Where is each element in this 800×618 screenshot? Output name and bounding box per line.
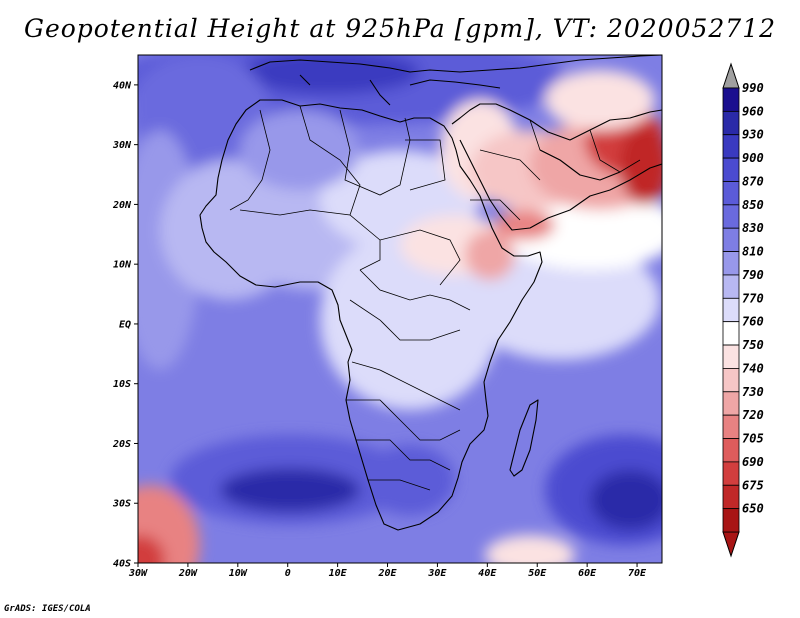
colorbar-level-label: 850: [742, 198, 764, 212]
lat-tick-label: 20N: [112, 200, 132, 211]
lon-tick-label: 40E: [478, 568, 497, 579]
colorbar-swatch: [722, 461, 740, 486]
colorbar-swatch: [722, 414, 740, 439]
colorbar-level-label: 900: [742, 151, 764, 165]
lon-tick-label: 20E: [377, 568, 397, 579]
longitude-axis: 30W 20W 10W 0 10E 20E 30E 40E 50E 60E 70E: [128, 563, 647, 579]
lat-tick-label: EQ: [119, 319, 131, 330]
colorbar-swatch: [722, 157, 740, 182]
lat-tick-label: 30N: [112, 140, 132, 151]
colorbar-level-label: 730: [742, 385, 764, 399]
colorbar-swatch: [722, 251, 740, 276]
colorbar-level-label: 650: [742, 502, 764, 516]
colorbar-swatch: [722, 181, 740, 206]
colorbar-swatch: [722, 508, 740, 533]
colorbar-level-label: 870: [742, 174, 764, 188]
colorbar-level-label: 790: [742, 268, 764, 282]
colorbar-level-label: 830: [742, 221, 764, 235]
grads-credit: GrADS: IGES/COLA: [4, 604, 91, 614]
colorbar-level-label: 810: [742, 245, 764, 259]
height-field: [138, 55, 662, 563]
lat-tick-label: 40N: [113, 80, 132, 91]
colorbar-level-label: 760: [742, 315, 764, 329]
colorbar-swatch: [722, 438, 740, 463]
lon-tick-label: 30E: [427, 568, 447, 579]
latitude-axis: 40N 30N 20N 10N EQ 10S 20S 30S 40S: [112, 80, 138, 570]
lon-tick-label: 50E: [528, 568, 547, 579]
colorbar-swatch: [722, 134, 740, 159]
lat-tick-label: 10S: [113, 379, 131, 390]
plot-frame: [137, 54, 663, 564]
colorbar-swatch: [722, 344, 740, 369]
colorbar: 990 960 930 900 870 850 830 810 790 770 760 750 740 7…: [722, 62, 764, 558]
colorbar-level-label: 675: [742, 478, 764, 492]
colorbar-swatch: [722, 368, 740, 393]
lon-tick-label: 10E: [329, 568, 348, 579]
colorbar-swatch: [722, 484, 740, 510]
colorbar-level-label: 690: [742, 455, 764, 469]
colorbar-level-label: 705: [742, 432, 764, 446]
colorbar-level-label: 750: [742, 338, 764, 352]
colorbar-level-label: 930: [742, 128, 764, 142]
colorbar-swatch: [722, 110, 740, 136]
colorbar-swatch: [722, 321, 740, 346]
colorbar-level-label: 960: [742, 104, 764, 118]
colorbar-bottom-arrow: [722, 531, 740, 558]
colorbar-swatch: [722, 391, 740, 416]
colorbar-top-arrow: [722, 62, 740, 89]
colorbar-level-label: 720: [742, 408, 764, 422]
lon-tick-label: 60E: [578, 568, 597, 579]
lon-tick-label: 10W: [229, 568, 248, 579]
lat-tick-label: 10N: [113, 260, 132, 271]
lat-tick-label: 20S: [112, 439, 131, 450]
colorbar-swatch: [722, 297, 740, 323]
colorbar-swatch: [722, 87, 740, 112]
colorbar-swatch: [722, 204, 740, 229]
lon-tick-label: 30W: [128, 568, 148, 579]
map-title: Geopotential Height at 925hPa [gpm], VT:…: [23, 14, 777, 43]
colorbar-level-label: 740: [742, 361, 764, 375]
country-borders: [229, 105, 641, 491]
lon-tick-label: 70E: [628, 568, 647, 579]
lat-tick-label: 40S: [113, 559, 131, 570]
lon-tick-label: 0: [285, 568, 291, 579]
colorbar-level-label: 770: [742, 291, 764, 305]
colorbar-swatch: [722, 274, 740, 299]
colorbar-level-label: 990: [742, 81, 764, 95]
colorbar-swatch: [722, 227, 740, 252]
lon-tick-label: 20W: [178, 568, 198, 579]
lat-tick-label: 30S: [112, 499, 131, 510]
